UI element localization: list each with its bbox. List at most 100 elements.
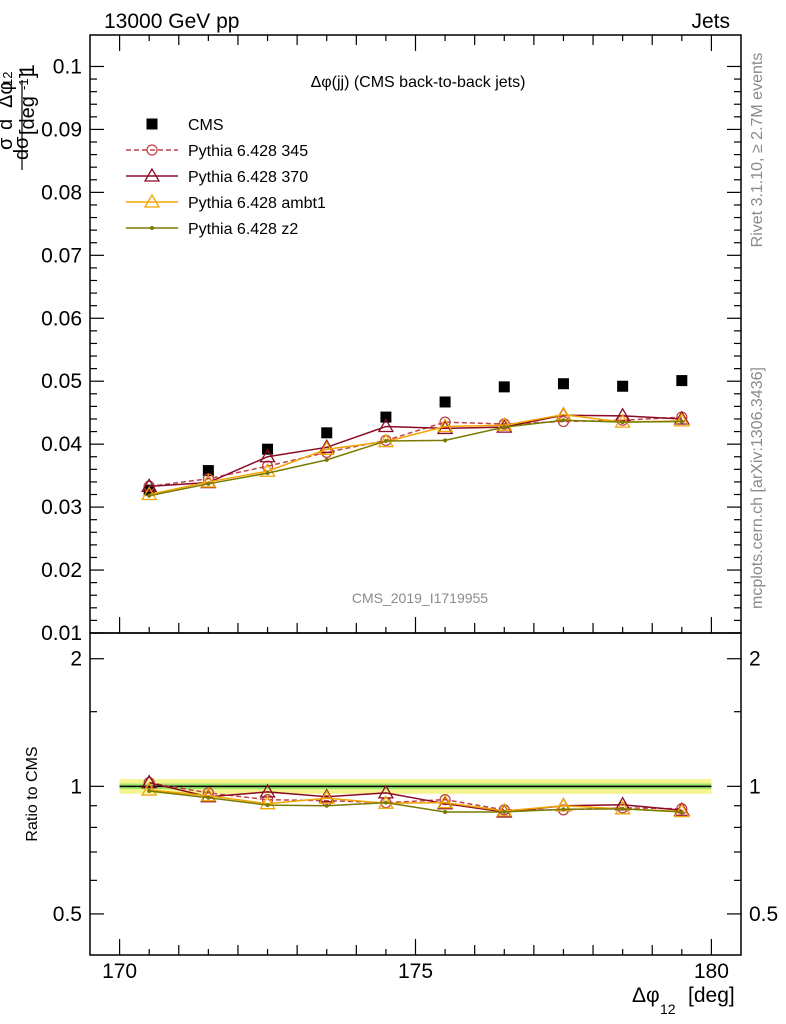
- header-left: 13000 GeV pp: [104, 10, 239, 33]
- ratio-series-2: [141, 781, 690, 818]
- main-data-point: [620, 420, 625, 425]
- ratio-data-point: [318, 789, 335, 804]
- main-data-point: [259, 448, 276, 463]
- ratio-data-point: [673, 803, 690, 818]
- legend-marker: [150, 226, 154, 230]
- main-panel: 0.01 0.02 0.03 0.04 0.05 0.06 0.07 0.08 0.09 0.1: [41, 34, 742, 645]
- x-tick-label: 180: [694, 960, 729, 983]
- main-series-group: [141, 375, 690, 501]
- legend-entry: Pythia 6.428 345: [126, 143, 308, 160]
- ratio-data-point: [206, 795, 211, 800]
- ratio-series-3: [147, 788, 684, 814]
- ratio-data-point: [141, 781, 158, 796]
- ratio-data-point: [436, 794, 454, 809]
- main-series-4: [147, 418, 684, 498]
- ratio-y-ticks: 0.5 0.5 1 1 2 2: [53, 648, 778, 926]
- ratio-y-tick-label-right: 1: [749, 775, 761, 798]
- ratio-y-tick-label-right: 0.5: [749, 903, 778, 926]
- ratio-series-line: [149, 790, 682, 813]
- ratio-data-point: [141, 774, 158, 789]
- main-y-tick-label: 0.02: [41, 559, 82, 582]
- main-data-point: [673, 410, 690, 425]
- ratio-data-point: [496, 802, 513, 817]
- main-y-tick-label: 0.04: [41, 433, 82, 456]
- ratio-series-line: [149, 781, 682, 811]
- ratio-data-point: [324, 803, 329, 808]
- ratio-data-point: [561, 807, 566, 812]
- ratio-data-point: [502, 809, 507, 814]
- main-data-point: [617, 380, 629, 392]
- main-data-point: [498, 381, 510, 393]
- ratio-data-point: [318, 788, 335, 803]
- legend-entry: Pythia 6.428 370: [126, 167, 308, 186]
- main-data-point: [436, 418, 454, 433]
- main-y-tick-label: 0.01: [41, 622, 82, 645]
- x-axis-ticks: 170 175 180: [102, 35, 729, 983]
- main-data-point: [259, 462, 276, 477]
- ratio-data-point: [383, 800, 388, 805]
- main-y-tick-label: 0.05: [41, 370, 82, 393]
- main-data-point: [496, 416, 513, 431]
- main-data-point: [141, 486, 158, 501]
- side-label-mcplots: mcplots.cern.ch [arXiv:1306.3436]: [749, 367, 766, 609]
- ratio-data-point: [443, 809, 448, 814]
- main-data-point: [673, 412, 690, 427]
- main-data-point: [200, 473, 217, 488]
- legend-marker: [146, 118, 158, 130]
- svg-text:-1: -1: [16, 78, 31, 90]
- main-series-line: [149, 413, 682, 496]
- main-series-3: [141, 406, 690, 501]
- ratio-data-point: [259, 795, 276, 810]
- ratio-reference-band: [119, 779, 712, 794]
- main-data-point: [318, 439, 335, 453]
- main-y-ticks: 0.01 0.02 0.03 0.04 0.05 0.06 0.07 0.08 0.09 0.1: [41, 55, 741, 645]
- analysis-id: CMS_2019_I1719955: [352, 590, 488, 606]
- main-y-tick-label: 0.09: [41, 118, 82, 141]
- legend-marker: [143, 167, 161, 182]
- main-y-axis-label: 1 σ d Δφ 12 dσ [deg -1 ]: [0, 64, 39, 170]
- main-data-point: [443, 438, 448, 443]
- legend-marker: [143, 193, 161, 208]
- main-series-line: [149, 414, 682, 488]
- x-tick-label: 170: [102, 960, 137, 983]
- main-data-point: [141, 478, 158, 492]
- ratio-y-tick-label: 0.5: [53, 903, 82, 926]
- main-data-point: [324, 457, 329, 462]
- main-series-0: [143, 375, 688, 496]
- ratio-y-tick-label-right: 2: [749, 648, 761, 671]
- x-tick-label: 175: [398, 960, 433, 983]
- ratio-data-point: [620, 806, 625, 811]
- main-data-point: [383, 439, 388, 444]
- main-data-point: [318, 440, 335, 455]
- ratio-panel: 0.5 0.5 1 1 2 2: [53, 632, 778, 956]
- legend: CMS Pythia 6.428 345 Pythia 6.428 370 Pythi…: [126, 117, 326, 238]
- ratio-y-tick-label: 2: [70, 648, 82, 671]
- plot-title: Δφ(jj) (CMS back-to-back jets): [311, 74, 526, 91]
- legend-label: Pythia 6.428 345: [188, 143, 308, 160]
- main-data-point: [676, 375, 688, 387]
- ratio-data-point: [377, 784, 395, 799]
- svg-text:1: 1: [16, 64, 39, 76]
- svg-text:d: d: [0, 119, 17, 130]
- legend-entry: Pythia 6.428 z2: [126, 221, 298, 238]
- legend-marker: [146, 144, 158, 156]
- main-data-point: [439, 396, 451, 408]
- svg-text:σ: σ: [0, 137, 17, 150]
- ratio-data-point: [200, 787, 217, 802]
- svg-text:[deg: [deg: [17, 96, 39, 135]
- legend-entry: Pythia 6.428 ambt1: [126, 193, 326, 212]
- ratio-y-tick-label: 1: [70, 775, 82, 798]
- svg-text:12: 12: [660, 1001, 676, 1017]
- main-y-tick-label: 0.06: [41, 307, 82, 330]
- svg-text:]: ]: [17, 72, 39, 78]
- main-data-point: [143, 484, 155, 496]
- main-series-line: [149, 419, 682, 497]
- ratio-y-axis-label: Ratio to CMS: [24, 746, 41, 841]
- main-y-tick-label: 0.1: [53, 55, 82, 78]
- main-data-point: [147, 493, 152, 498]
- ratio-series-line: [149, 781, 682, 813]
- main-data-point: [561, 418, 566, 423]
- svg-text:Δφ: Δφ: [632, 984, 660, 1007]
- main-data-point: [321, 427, 333, 439]
